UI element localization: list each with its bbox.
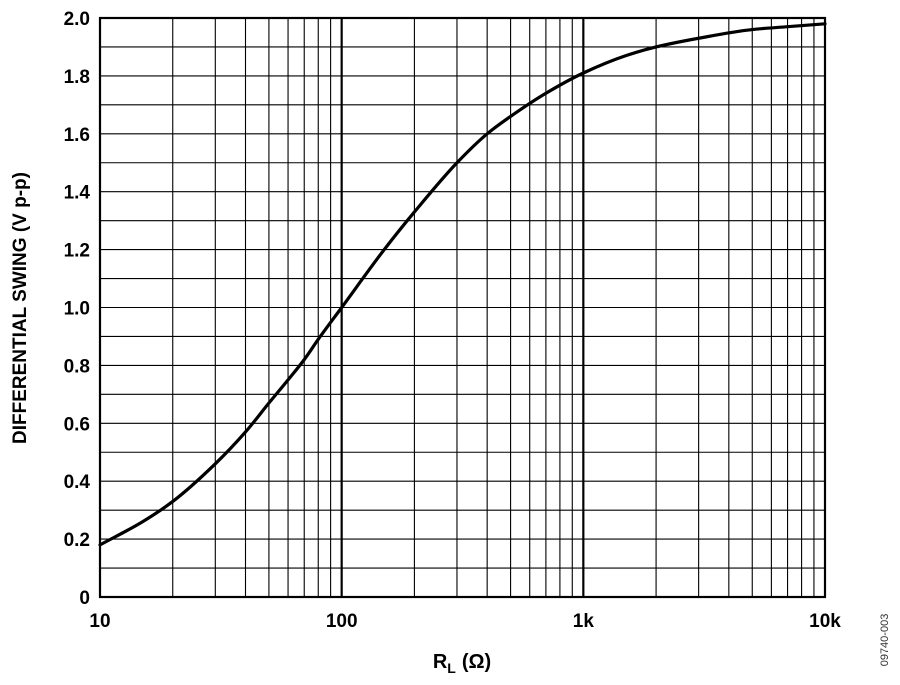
x-axis-label: RL (Ω) [433, 651, 491, 676]
y-tick-label: 0.2 [64, 530, 90, 551]
y-tick-label: 1.2 [64, 241, 90, 262]
y-tick-label: 0 [79, 588, 90, 609]
x-tick-label: 10k [809, 611, 841, 632]
series-line [98, 22, 827, 547]
y-tick-label: 0.4 [64, 472, 91, 493]
x-axis-label-symbol: R [433, 651, 448, 673]
x-axis-ticks: 10 100 1k 10k [89, 611, 841, 632]
y-tick-label: 1.8 [64, 67, 90, 88]
y-tick-label: 0.8 [64, 356, 90, 377]
figure-id: 09740-003 [879, 614, 891, 667]
x-tick-label: 1k [573, 611, 595, 632]
x-axis-label-subscript: L [447, 660, 456, 676]
y-tick-label: 1.4 [64, 183, 91, 204]
y-tick-label: 1.0 [64, 299, 90, 320]
x-axis-label-unit: (Ω) [462, 651, 491, 673]
y-axis-ticks: 0 0.2 0.4 0.6 0.8 1.0 1.2 1.4 1.6 1.8 2.0 [64, 9, 91, 609]
y-tick-label: 1.6 [64, 125, 90, 146]
y-axis-label: DIFFERENTIAL SWING (V p-p) [10, 172, 31, 444]
y-tick-label: 0.6 [64, 414, 90, 435]
plot-border [98, 16, 827, 599]
grid [100, 18, 825, 597]
x-tick-label: 10 [89, 611, 110, 632]
plot-frame [98, 16, 827, 599]
series-group [98, 22, 827, 547]
x-tick-label: 100 [326, 611, 358, 632]
y-tick-label: 2.0 [64, 9, 90, 30]
